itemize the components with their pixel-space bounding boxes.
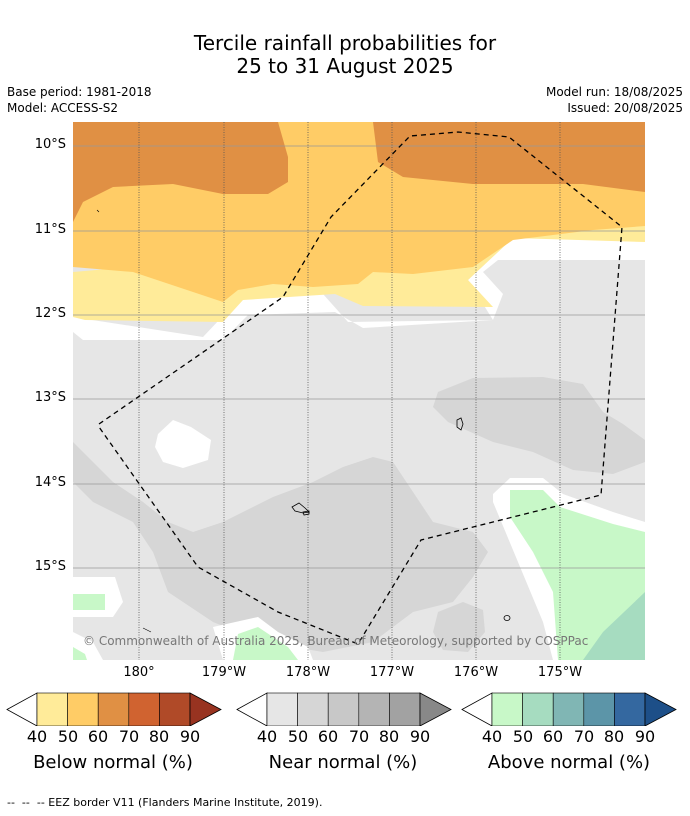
no-dominant-band (155, 420, 211, 468)
colorbar-segment (36, 692, 68, 726)
near-normal-50-region (433, 377, 645, 474)
lat-label: 15°S (34, 559, 66, 574)
tick-label: 80 (378, 727, 400, 746)
above-normal-50-region (583, 592, 645, 660)
below-normal-60-region (373, 122, 645, 192)
near-normal-label: Near normal (%) (268, 752, 418, 773)
island (503, 615, 511, 621)
colorbar-segment (583, 692, 615, 726)
colorbar-segment (522, 692, 554, 726)
tick-label: 40 (256, 727, 278, 746)
colorbar-segment (297, 692, 329, 726)
island (302, 510, 310, 516)
tick-label: 60 (317, 727, 339, 746)
tick-label: 70 (573, 727, 595, 746)
above-normal-40-region (73, 647, 87, 660)
no-dominant-band (73, 236, 645, 340)
tick-label: 90 (409, 727, 431, 746)
issued-date: Issued: 20/08/2025 (567, 101, 683, 115)
lat-label: 11°S (34, 222, 66, 237)
below-normal-60-region (73, 122, 288, 222)
tick-label: 50 (287, 727, 309, 746)
tick-label: 80 (603, 727, 625, 746)
island (456, 417, 464, 431)
above-normal-colorbar (461, 692, 677, 726)
meta-left: Base period: 1981-2018 Model: ACCESS-S2 (7, 84, 152, 116)
island (142, 627, 152, 633)
below-normal-colorbar (6, 692, 222, 726)
colorbar-extend-low (461, 692, 493, 726)
colorbar-extend-low (6, 692, 38, 726)
lon-label: 177°W (369, 665, 415, 680)
colorbar-segment (159, 692, 191, 726)
colorbar-extend-high (644, 692, 677, 726)
colorbar-segment (128, 692, 160, 726)
colorbar-segment (614, 692, 646, 726)
tick-label: 90 (634, 727, 656, 746)
colorbar-extend-high (189, 692, 222, 726)
lon-label: 178°W (285, 665, 331, 680)
probability-map: © Commonwealth of Australia 2025, Bureau… (73, 122, 645, 660)
tick-label: 60 (542, 727, 564, 746)
tick-label: 70 (118, 727, 140, 746)
lat-label: 13°S (34, 390, 66, 405)
near-normal-colorbar (236, 692, 452, 726)
colorbar-segment (97, 692, 130, 726)
tick-label: 40 (26, 727, 48, 746)
tick-label: 90 (179, 727, 201, 746)
tick-label: 60 (87, 727, 109, 746)
title-line-2: 25 to 31 August 2025 (236, 54, 454, 78)
tick-label: 80 (148, 727, 170, 746)
lon-label: 180° (123, 665, 155, 680)
colorbar-segment (552, 692, 585, 726)
colorbar-extend-high (419, 692, 452, 726)
island (96, 209, 100, 213)
lon-label: 179°W (201, 665, 247, 680)
lat-label: 14°S (34, 475, 66, 490)
tick-label: 40 (481, 727, 503, 746)
attribution: © Commonwealth of Australia 2025, Bureau… (83, 634, 588, 648)
below-normal-label: Below normal (%) (33, 752, 193, 773)
base-period: Base period: 1981-2018 (7, 85, 152, 99)
meta-right: Model run: 18/08/2025 Issued: 20/08/2025 (546, 84, 683, 116)
above-normal-40-region (233, 627, 298, 660)
tick-label: 50 (57, 727, 79, 746)
model-name: Model: ACCESS-S2 (7, 101, 119, 115)
graticule (138, 122, 561, 660)
graticule (73, 145, 645, 569)
tick-label: 50 (512, 727, 534, 746)
colorbar-segment (491, 692, 523, 726)
colorbar-extend-low (236, 692, 268, 726)
near-normal-50-region (433, 602, 485, 652)
tick-label: 70 (348, 727, 370, 746)
eez-border (98, 131, 623, 645)
above-normal-40-region (73, 594, 105, 610)
colorbar-segment (67, 692, 99, 726)
lon-label: 176°W (453, 665, 499, 680)
colorbar-segment (327, 692, 360, 726)
colorbar-segment (266, 692, 298, 726)
map-title: Tercile rainfall probabilities for 25 to… (0, 32, 690, 78)
colorbar-segment (389, 692, 421, 726)
above-normal-label: Above normal (%) (487, 752, 651, 773)
lat-label: 12°S (34, 306, 66, 321)
above-normal-40-region (510, 490, 645, 660)
lon-label: 175°W (537, 665, 583, 680)
lat-label: 10°S (34, 137, 66, 152)
eez-border-legend: -- -- -- EEZ border V11 (Flanders Marine… (7, 796, 323, 809)
title-line-1: Tercile rainfall probabilities for (193, 31, 497, 55)
colorbar-segment (358, 692, 390, 726)
model-run: Model run: 18/08/2025 (545, 85, 683, 99)
